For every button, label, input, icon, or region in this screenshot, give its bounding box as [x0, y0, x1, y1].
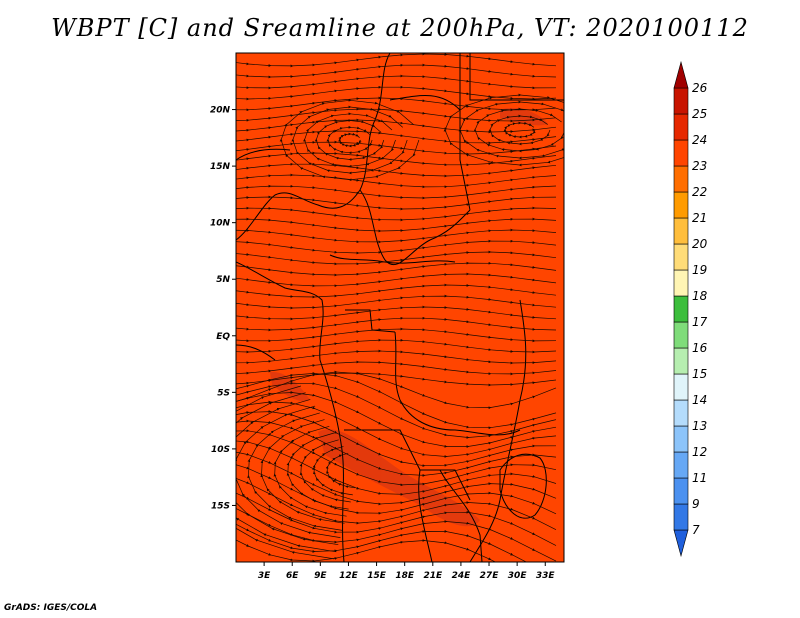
lon-tick-label: 12E	[339, 571, 359, 581]
colorbar-segment	[673, 295, 689, 323]
colorbar-label: 26	[692, 81, 708, 95]
colorbar-label: 22	[692, 185, 707, 199]
lon-tick-label: 33E	[536, 571, 556, 581]
colorbar-label: 9	[692, 497, 700, 511]
colorbar-segment	[673, 243, 689, 271]
lon-tick-label: 15E	[367, 571, 387, 581]
lon-tick-label: 21E	[423, 571, 443, 581]
colorbar-label: 18	[692, 289, 708, 303]
streamline	[236, 250, 557, 266]
colorbar-label: 17	[692, 315, 708, 329]
colorbar-label: 23	[692, 159, 707, 173]
lat-tick-label: 10S	[211, 445, 230, 455]
lon-tick-label: 24E	[452, 571, 472, 581]
colorbar-label: 15	[692, 367, 707, 381]
lat-tick-label: 20N	[210, 106, 231, 116]
colorbar-label: 12	[692, 445, 707, 459]
colorbar-segment	[673, 113, 689, 141]
streamline	[443, 93, 564, 167]
colorbar-segment	[673, 191, 689, 219]
lon-tick-label: 3E	[258, 571, 271, 581]
colorbar-segment	[673, 373, 689, 401]
colorbar-segment	[673, 139, 689, 167]
streamline	[236, 385, 335, 560]
grads-credit: GrADS: IGES/COLA	[4, 603, 98, 613]
colorbar-segment	[673, 347, 689, 375]
colorbar-label: 14	[692, 393, 707, 407]
colorbar-segment	[673, 165, 689, 193]
colorbar-segment	[673, 60, 689, 89]
map-panel: 20N 15N 10N 5N EQ 5S 10S 15S 3E 6E 9E 12E 15E 18E 21E…	[210, 52, 565, 581]
lat-tick-label: EQ	[216, 332, 230, 342]
colorbar-label: 7	[692, 523, 700, 537]
colorbar-label: 13	[692, 419, 707, 433]
lat-tick-label: 5S	[217, 388, 230, 398]
colorbar-label: 20	[692, 237, 708, 251]
lon-tick-label: 27E	[480, 571, 500, 581]
lon-tick-label: 30E	[508, 571, 528, 581]
latitude-axis: 20N 15N 10N 5N EQ 5S 10S 15S	[210, 106, 236, 511]
colorbar-label: 19	[692, 263, 707, 277]
colorbar-label: 21	[692, 211, 707, 225]
lat-tick-label: 15S	[211, 501, 230, 511]
colorbar: 7 9 11 12 13 14 15 16 17 18 19 20 21 22 23 24 25 26	[673, 60, 708, 558]
lat-tick-label: 10N	[210, 219, 231, 229]
colorbar-segment	[673, 529, 689, 558]
colorbar-segment	[673, 217, 689, 245]
colorbar-segment	[673, 399, 689, 427]
lon-tick-label: 6E	[286, 571, 299, 581]
colorbar-segment	[673, 503, 689, 531]
colorbar-label: 11	[692, 471, 707, 485]
colorbar-label: 24	[692, 133, 707, 147]
lat-tick-label: 5N	[216, 275, 230, 285]
lon-tick-label: 18E	[395, 571, 415, 581]
colorbar-segment	[673, 477, 689, 505]
longitude-axis: 3E 6E 9E 12E 15E 18E 21E 24E 27E 30E 33E	[258, 562, 556, 581]
colorbar-label: 25	[692, 107, 707, 121]
streamline	[236, 539, 536, 562]
streamlines	[236, 53, 564, 562]
colorbar-segment	[673, 321, 689, 349]
map-frame	[235, 52, 565, 563]
lon-tick-label: 9E	[314, 571, 327, 581]
streamline	[279, 98, 420, 182]
colorbar-segment	[673, 269, 689, 297]
colorbar-segment	[673, 451, 689, 479]
colorbar-label: 16	[692, 341, 708, 355]
streamline	[236, 261, 557, 277]
lat-tick-label: 15N	[210, 162, 231, 172]
map-title: WBPT [C] and Sreamline at 200hPa, VT: 20…	[51, 14, 749, 42]
colorbar-segment	[673, 425, 689, 453]
colorbar-segment	[673, 87, 689, 115]
